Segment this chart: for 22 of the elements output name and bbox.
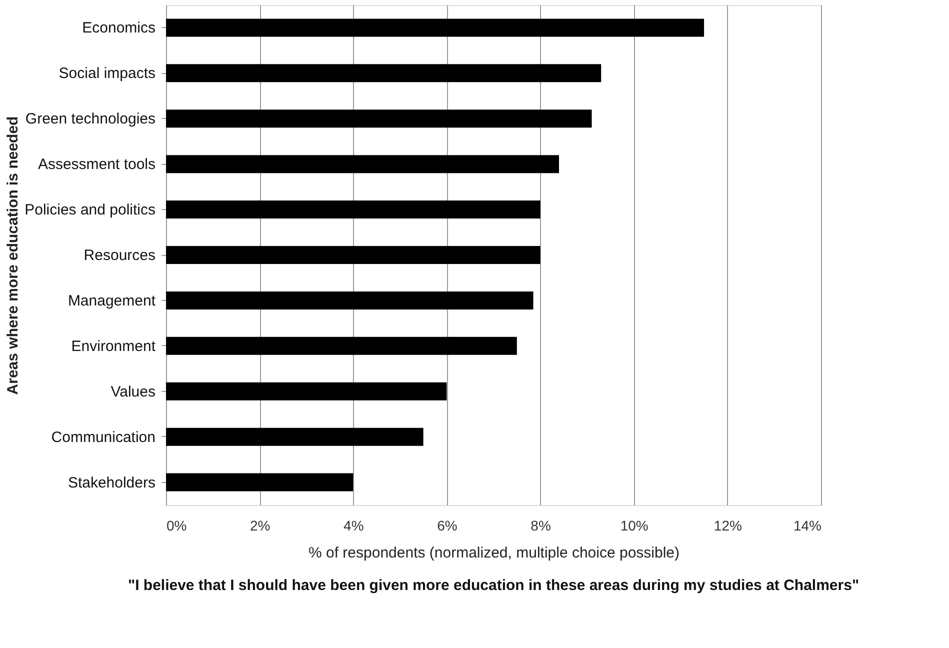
y-tick-label: Policies and politics <box>24 202 156 219</box>
x-tick-label: 2% <box>250 518 270 534</box>
y-tick-label: Management <box>68 292 156 310</box>
x-tick-label: 12% <box>714 518 742 534</box>
text: "I believe that I should have been given more education in these areas during my studies at Chalmers" <box>128 577 860 594</box>
y-axis-title: Areas where more education is needed <box>4 116 22 395</box>
y-tick-label: Stakeholders <box>68 474 156 492</box>
y-tick-label: Assessment tools <box>38 156 156 174</box>
y-tick-label: Resources <box>84 247 156 264</box>
y-tick-label: Communication <box>51 428 156 446</box>
x-tick-label: 0% <box>166 518 187 534</box>
x-tick-label: 10% <box>620 518 648 534</box>
x-tick-label: 14% <box>793 518 822 534</box>
x-tick-label: 6% <box>437 518 458 534</box>
x-tick-label: 8% <box>530 518 551 534</box>
y-tick-label: Environment <box>71 338 156 355</box>
y-tick-label: Social impacts <box>58 65 156 82</box>
x-axis-title: % of respondents (normalized, multiple choice possible) <box>308 544 680 562</box>
y-tick-label: Economics <box>82 20 156 37</box>
y-tick-label: Green technologies <box>25 110 156 128</box>
y-tick-label: Values <box>110 383 156 400</box>
x-tick-label: 4% <box>344 518 364 534</box>
